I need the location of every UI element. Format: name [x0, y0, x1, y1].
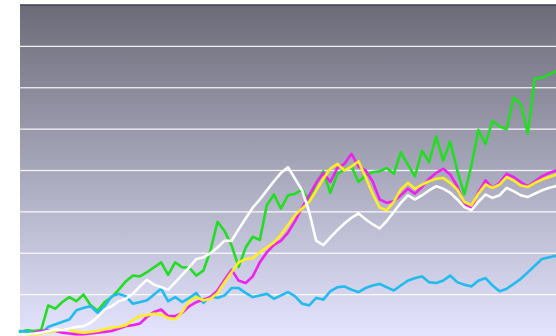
- series-line-white: [18, 165, 556, 336]
- series-line-cyan: [18, 254, 556, 335]
- series-line-yellow: [18, 160, 556, 336]
- series-lines: [18, 69, 556, 336]
- series-line-magenta: [18, 152, 556, 336]
- gridlines: [20, 45, 556, 296]
